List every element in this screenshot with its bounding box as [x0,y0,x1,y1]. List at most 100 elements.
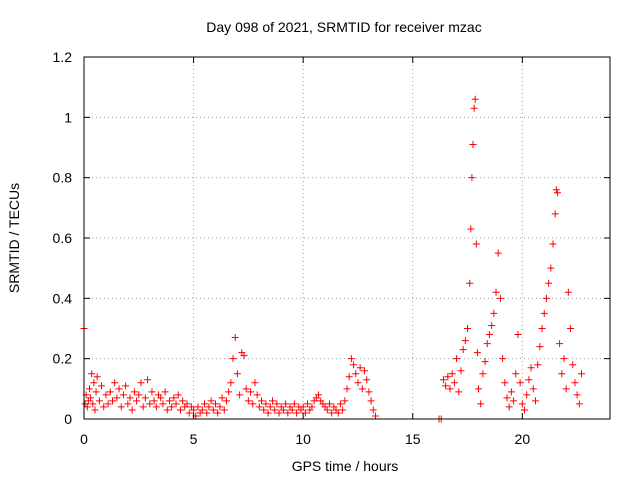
data-point [104,400,112,408]
data-point [341,397,349,405]
data-point [551,210,559,218]
data-point [168,403,176,411]
data-point [336,400,344,408]
data-point [442,382,450,390]
data-point [328,409,336,417]
data-point [275,409,283,417]
data-point [479,370,487,378]
y-tick-label: 0 [64,411,72,427]
data-point [562,385,570,393]
data-point [521,406,529,414]
data-point [170,394,178,402]
data-point [347,355,355,363]
x-axis-label: GPS time / hours [292,458,399,474]
data-point [203,409,211,417]
data-point [446,385,454,393]
data-point [174,391,182,399]
data-point [242,385,250,393]
data-point [183,400,191,408]
y-tick-label: 0.2 [53,351,73,367]
data-point [244,397,252,405]
data-point [284,409,292,417]
data-point [367,397,375,405]
data-point [144,376,152,384]
data-point [534,361,542,369]
data-point [459,346,467,354]
data-point [564,288,572,296]
data-point [468,174,476,182]
data-point [470,104,478,112]
data-point [569,361,577,369]
data-point [273,400,281,408]
data-point [553,189,561,197]
data-point [358,385,366,393]
data-point [288,406,296,414]
data-point [117,403,125,411]
data-point [124,400,132,408]
data-point [481,358,489,366]
data-point [485,331,493,339]
data-point [159,400,167,408]
data-point [176,406,184,414]
data-point [455,388,463,396]
y-tick-label: 1.2 [53,49,73,65]
data-point [323,406,331,414]
data-point [141,394,149,402]
data-point [490,309,498,317]
data-point [540,309,548,317]
data-point [262,400,270,408]
data-point [471,95,479,103]
data-point [161,388,169,396]
data-point [91,406,99,414]
data-point [560,355,568,363]
data-point [558,370,566,378]
data-point [98,382,106,390]
data-point [214,409,222,417]
data-point [301,409,309,417]
data-point [264,409,272,417]
data-point [549,240,557,248]
data-point [556,340,564,348]
data-point [260,406,268,414]
data-point [469,140,477,148]
data-point [87,394,95,402]
data-point [461,337,469,345]
data-point [90,379,98,387]
data-point [198,406,206,414]
data-point [92,388,100,396]
data-point [83,403,91,411]
chart-title: Day 098 of 2021, SRMTID for receiver mza… [206,19,481,35]
data-point [483,340,491,348]
data-point [365,388,373,396]
data-point [464,325,472,332]
data-point [531,397,539,405]
data-point [467,225,475,233]
data-point [229,355,237,363]
data-point [507,388,515,396]
data-point [354,379,362,387]
data-point [205,403,213,411]
x-tick-label: 15 [405,431,421,447]
data-point [304,400,312,408]
data-point [448,370,456,378]
x-tick-label: 0 [80,431,88,447]
data-point [315,391,323,399]
data-point [115,385,123,393]
data-point [95,397,103,405]
y-tick-label: 0.8 [53,170,73,186]
x-tick-label: 20 [515,431,531,447]
data-point [201,400,209,408]
data-point [108,397,116,405]
data-point [293,409,301,417]
data-point [152,403,160,411]
data-point [475,385,482,393]
data-point [268,397,276,405]
data-point [251,379,259,387]
data-point [466,279,474,287]
data-point [494,249,502,257]
data-point [179,397,187,405]
axis-ticks: 0 5 10 15 20 0 0.2 0.4 0.6 0.8 1 1.2 [53,49,610,447]
data-point [345,373,353,381]
data-point [85,385,93,393]
